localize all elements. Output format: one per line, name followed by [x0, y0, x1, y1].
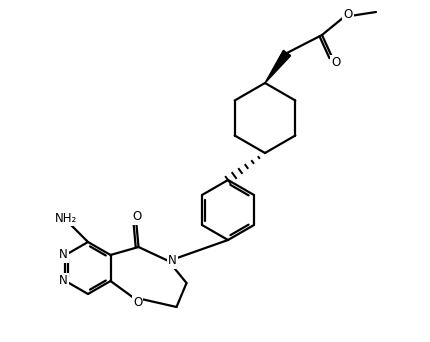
Text: N: N	[59, 275, 68, 288]
Text: O: O	[332, 56, 341, 69]
Text: N: N	[168, 254, 177, 267]
Text: O: O	[133, 295, 142, 308]
Text: NH₂: NH₂	[55, 211, 77, 224]
Polygon shape	[265, 50, 291, 83]
Text: O: O	[344, 9, 353, 22]
Text: O: O	[132, 210, 141, 224]
Text: N: N	[59, 249, 68, 262]
